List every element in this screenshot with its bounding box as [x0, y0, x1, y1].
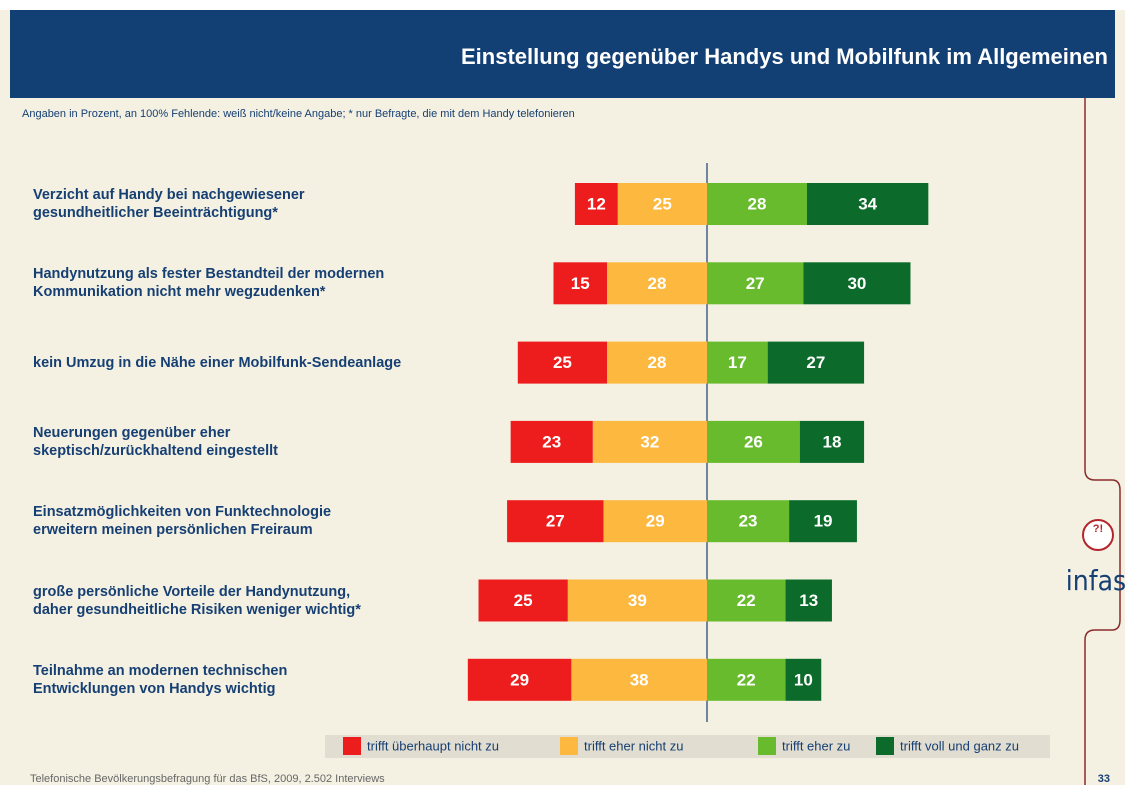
category-label: große persönliche Vorteile der Handynutz… — [33, 583, 361, 618]
bar-segment — [707, 420, 800, 463]
footer: Telefonische Bevölkerungsbefragung für d… — [30, 773, 385, 785]
bar-segment — [806, 183, 929, 225]
bar-segment — [607, 341, 707, 384]
value-label: 23 — [542, 432, 561, 451]
category-label: Handynutzung als fester Bestandteil der … — [33, 266, 385, 301]
value-label: 28 — [648, 353, 667, 372]
value-label: 27 — [746, 274, 765, 293]
bar-segment — [510, 420, 593, 463]
category-label: Einsatzmöglichkeiten von Funktechnologie… — [33, 504, 332, 539]
value-label: 29 — [646, 512, 665, 531]
bar-segment — [467, 658, 572, 701]
value-label: 25 — [553, 353, 572, 372]
bar-segment — [789, 500, 857, 543]
legend-swatch — [560, 737, 578, 755]
legend-swatch — [758, 737, 776, 755]
legend-swatch — [876, 737, 894, 755]
legend-label: trifft eher nicht zu — [584, 738, 683, 753]
value-label: 34 — [858, 194, 877, 213]
category-label: Verzicht auf Handy bei nachgewiesener ge… — [33, 187, 305, 221]
bar-segment — [478, 579, 568, 622]
value-label: 39 — [628, 591, 647, 610]
top-margin — [0, 0, 1125, 10]
bar-segment — [617, 183, 707, 225]
bar-segment — [767, 341, 865, 384]
bar-segment — [574, 183, 618, 225]
logo-icon-mark: ?! — [1093, 523, 1103, 535]
logo-icon — [1082, 519, 1114, 551]
bar-segment — [553, 262, 608, 305]
header-band — [10, 10, 1115, 98]
value-label: 27 — [806, 353, 825, 372]
value-label: 25 — [653, 194, 672, 213]
bar-segment — [603, 500, 707, 543]
value-label: 13 — [799, 591, 818, 610]
value-label: 30 — [847, 274, 866, 293]
bar-segment — [507, 500, 604, 543]
category-label: kein Umzug in die Nähe einer Mobilfunk-S… — [33, 354, 402, 371]
bar-segment — [707, 579, 786, 622]
value-label: 22 — [737, 591, 756, 610]
bar-segment — [707, 658, 786, 701]
value-label: 27 — [546, 512, 565, 531]
bar-segment — [567, 579, 707, 622]
border-bracket — [1084, 98, 1121, 785]
legend-label: trifft überhaupt nicht zu — [367, 738, 499, 753]
chart-title: Einstellung gegenüber Handys und Mobilfu… — [461, 44, 1108, 69]
subtitle: Angaben in Prozent, an 100% Fehlende: we… — [22, 108, 575, 120]
value-label: 28 — [648, 274, 667, 293]
value-label: 17 — [728, 353, 747, 372]
bar-segment — [592, 420, 707, 463]
value-label: 19 — [814, 512, 833, 531]
bar-segment — [571, 658, 707, 701]
bar-segment — [707, 262, 804, 305]
bar-segment — [607, 262, 707, 305]
value-label: 22 — [737, 670, 756, 689]
value-label: 38 — [630, 670, 649, 689]
bar-segment — [517, 341, 608, 384]
legend-label: trifft eher zu — [782, 738, 850, 753]
value-label: 10 — [794, 670, 813, 689]
bar-segment — [707, 500, 790, 543]
legend-label: trifft voll und ganz zu — [900, 738, 1019, 753]
value-label: 12 — [587, 194, 606, 213]
value-label: 29 — [510, 670, 529, 689]
page-number: 33 — [1098, 773, 1110, 785]
value-label: 32 — [640, 432, 659, 451]
category-label: Neuerungen gegenüber eher skeptisch/zurü… — [33, 424, 278, 459]
legend-box — [325, 735, 1050, 758]
bar-segment — [707, 183, 807, 225]
value-label: 23 — [739, 512, 758, 531]
bar-segment — [707, 341, 768, 384]
value-label: 26 — [744, 432, 763, 451]
value-label: 18 — [822, 432, 841, 451]
bar-segment — [803, 262, 911, 305]
bar-segment — [785, 579, 832, 622]
logo: infas — [1066, 564, 1125, 597]
value-label: 28 — [748, 194, 767, 213]
bar-segment — [785, 658, 822, 701]
value-label: 25 — [514, 591, 533, 610]
bar-segment — [799, 420, 865, 463]
legend-swatch — [343, 737, 361, 755]
category-label: Teilnahme an modernen technischen Entwic… — [33, 662, 288, 697]
value-label: 15 — [571, 274, 590, 293]
